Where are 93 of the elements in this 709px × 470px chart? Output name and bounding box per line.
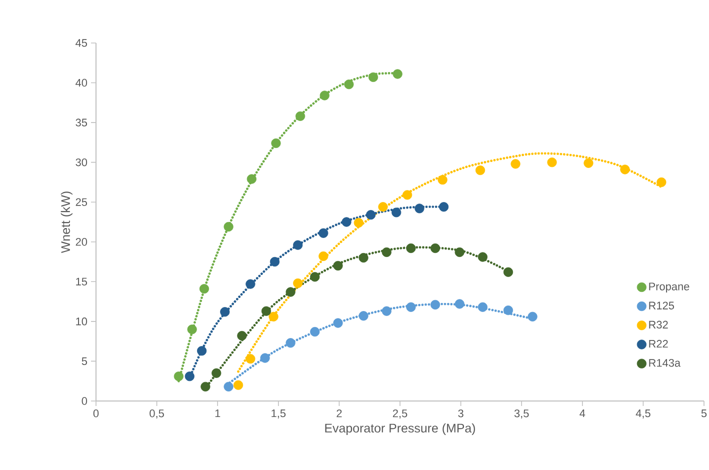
point (310, 326, 320, 337)
y-tick-label: 10 (76, 318, 88, 326)
point (333, 318, 343, 328)
point (478, 302, 488, 312)
point (358, 252, 368, 263)
legend-label: R32 (649, 320, 668, 329)
point (320, 90, 330, 100)
point (382, 247, 392, 258)
point (318, 251, 328, 261)
point (224, 382, 234, 392)
point (286, 338, 296, 348)
x-axis-title: Evaporator Pressure (MPa) (325, 423, 475, 435)
point (261, 306, 272, 316)
point (430, 243, 440, 254)
point (286, 287, 296, 297)
point (430, 300, 440, 310)
point (271, 138, 281, 148)
legend-label: R125 (649, 302, 674, 310)
point (260, 353, 270, 363)
legend-label: Propane (649, 282, 690, 292)
y-tick-label: 20 (76, 238, 88, 246)
point (333, 260, 343, 271)
point (378, 202, 388, 212)
point (406, 302, 416, 312)
x-tick-label: 5 (701, 410, 707, 418)
point (392, 69, 402, 79)
x-tick-label: 1,5 (272, 410, 286, 418)
point (438, 202, 449, 212)
point (528, 312, 538, 322)
y-tick-label: 15 (76, 278, 88, 286)
y-axis-title: Wnett (kW) (60, 192, 72, 254)
y-tick-label: 35 (76, 118, 88, 126)
point (200, 382, 210, 392)
point (197, 346, 207, 356)
point (233, 380, 244, 390)
point (237, 330, 247, 341)
y-tick-label: 40 (76, 78, 88, 87)
point (199, 284, 210, 294)
point (475, 165, 486, 176)
point (270, 256, 280, 267)
point (246, 174, 256, 184)
point (503, 267, 514, 277)
point (620, 164, 630, 174)
x-tick-label: 4,5 (636, 410, 650, 418)
point (478, 252, 488, 262)
x-tick-label: 4 (580, 410, 586, 418)
point (246, 354, 256, 364)
point (187, 324, 197, 334)
x-tick-label: 0 (93, 410, 99, 418)
x-tick-label: 1 (215, 410, 220, 418)
point (295, 111, 306, 121)
point (454, 299, 464, 309)
point (402, 190, 412, 200)
point (454, 247, 464, 258)
point (293, 240, 303, 250)
point (224, 222, 234, 232)
point (584, 158, 594, 168)
point (344, 80, 354, 90)
legend-label: R22 (649, 340, 668, 348)
point (293, 278, 303, 288)
x-tick-label: 2,5 (392, 410, 408, 419)
point (212, 368, 222, 378)
y-tick-label: 5 (82, 357, 88, 366)
y-tick-label: 25 (76, 198, 88, 206)
point (406, 243, 416, 254)
point (184, 372, 194, 382)
point (510, 159, 520, 169)
x-tick-label: 2 (336, 410, 342, 418)
point (354, 218, 364, 228)
x-tick-label: 0,5 (150, 410, 164, 419)
point (656, 177, 666, 188)
y-tick-label: 45 (76, 39, 88, 47)
point (268, 312, 278, 322)
point (366, 210, 376, 220)
point (547, 158, 557, 168)
point (310, 272, 320, 282)
point (382, 306, 392, 316)
point (246, 279, 256, 289)
point (174, 372, 184, 382)
point (414, 204, 424, 214)
point (368, 72, 378, 82)
point (220, 307, 230, 317)
point (503, 305, 514, 316)
point (392, 208, 402, 218)
y-tick-label: 0 (82, 397, 88, 405)
y-tick-label: 30 (76, 158, 88, 166)
x-tick-label: 3 (458, 410, 464, 418)
legend-label: R143a (649, 359, 681, 367)
point (358, 311, 368, 321)
point (438, 175, 448, 185)
x-tick-label: 3,5 (514, 410, 529, 419)
point (318, 228, 328, 238)
point (342, 217, 352, 227)
